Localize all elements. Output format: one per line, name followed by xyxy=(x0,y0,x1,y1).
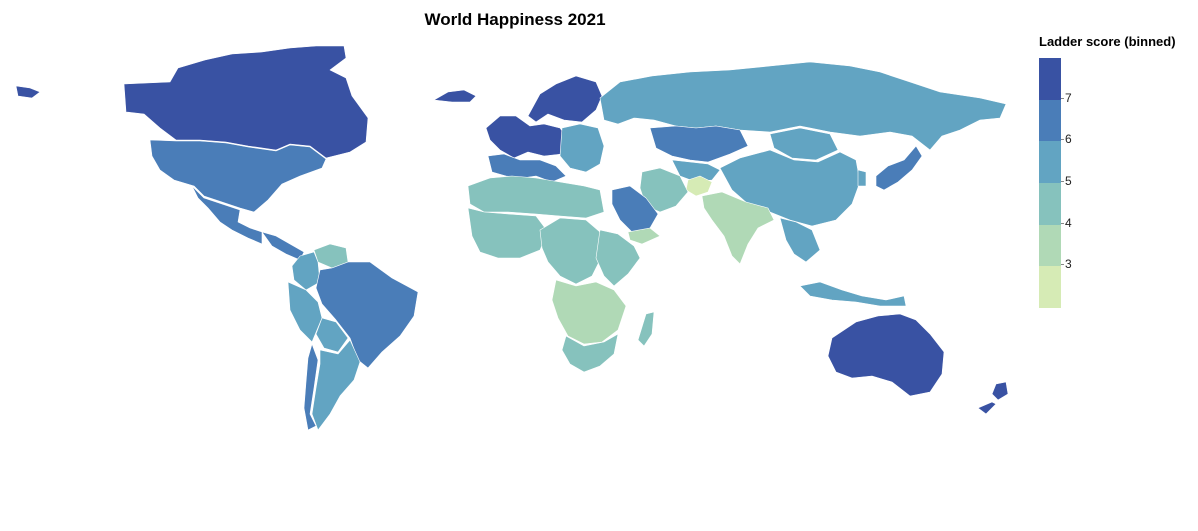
country-southern-europe[interactable] xyxy=(487,153,567,183)
legend-swatch xyxy=(1039,99,1061,142)
world-map xyxy=(15,45,1009,431)
legend-tick-label: 5 xyxy=(1061,174,1072,188)
country-madagascar[interactable] xyxy=(637,311,655,347)
country-brazil[interactable] xyxy=(315,261,419,369)
country-india[interactable] xyxy=(701,191,775,265)
country-east-africa[interactable] xyxy=(595,229,641,287)
country-north-africa[interactable] xyxy=(467,175,605,219)
legend-tick-label: 7 xyxy=(1061,90,1072,105)
country-australia[interactable] xyxy=(827,313,945,397)
country-kazakhstan[interactable] xyxy=(649,125,749,163)
country-mexico[interactable] xyxy=(191,185,263,245)
countries-layer xyxy=(15,45,1009,431)
legend-swatch xyxy=(1039,141,1061,184)
country-nordic-countries[interactable] xyxy=(527,75,603,123)
legend-swatch xyxy=(1039,224,1061,267)
map-title: World Happiness 2021 xyxy=(424,10,606,29)
country-eastern-europe[interactable] xyxy=(559,123,605,173)
country-bolivia[interactable] xyxy=(315,317,349,353)
country-chile[interactable] xyxy=(303,343,319,431)
legend-swatch xyxy=(1039,266,1061,309)
legend-tick-label: 3 xyxy=(1061,257,1072,272)
legend: Ladder score (binned) 7 6 5 4 3 xyxy=(1036,34,1196,324)
legend-swatch xyxy=(1039,183,1061,226)
country-southern-africa[interactable] xyxy=(551,279,627,345)
country-central-asia[interactable] xyxy=(671,159,721,183)
legend-tick-label: 6 xyxy=(1061,132,1072,147)
country-south-korea[interactable] xyxy=(857,169,867,187)
country-south-africa[interactable] xyxy=(561,333,619,373)
country-peru[interactable] xyxy=(287,281,323,343)
country-iceland[interactable] xyxy=(15,85,41,99)
legend-tick-label: 4 xyxy=(1061,215,1072,230)
country-japan[interactable] xyxy=(875,145,923,191)
country-colombia[interactable] xyxy=(291,251,321,291)
legend-title: Ladder score (binned) xyxy=(1039,34,1176,49)
legend-swatch xyxy=(1039,58,1061,101)
country-mongolia[interactable] xyxy=(769,127,839,161)
country-indonesia[interactable] xyxy=(799,281,907,307)
country-central-america[interactable] xyxy=(261,231,305,261)
country-western-europe[interactable] xyxy=(485,115,571,159)
country-canada[interactable] xyxy=(123,45,369,159)
legend-color-bar: 7 6 5 4 3 xyxy=(1039,58,1072,309)
country-central-africa[interactable] xyxy=(539,217,603,285)
country-greenland[interactable] xyxy=(433,89,477,103)
country-southeast-asia[interactable] xyxy=(779,217,821,263)
country-yemen[interactable] xyxy=(627,227,661,245)
country-united-states[interactable] xyxy=(149,139,327,213)
country-argentina[interactable] xyxy=(311,339,361,431)
country-iran[interactable] xyxy=(639,167,689,213)
country-west-africa[interactable] xyxy=(467,207,549,259)
country-new-zealand[interactable] xyxy=(977,381,1009,415)
